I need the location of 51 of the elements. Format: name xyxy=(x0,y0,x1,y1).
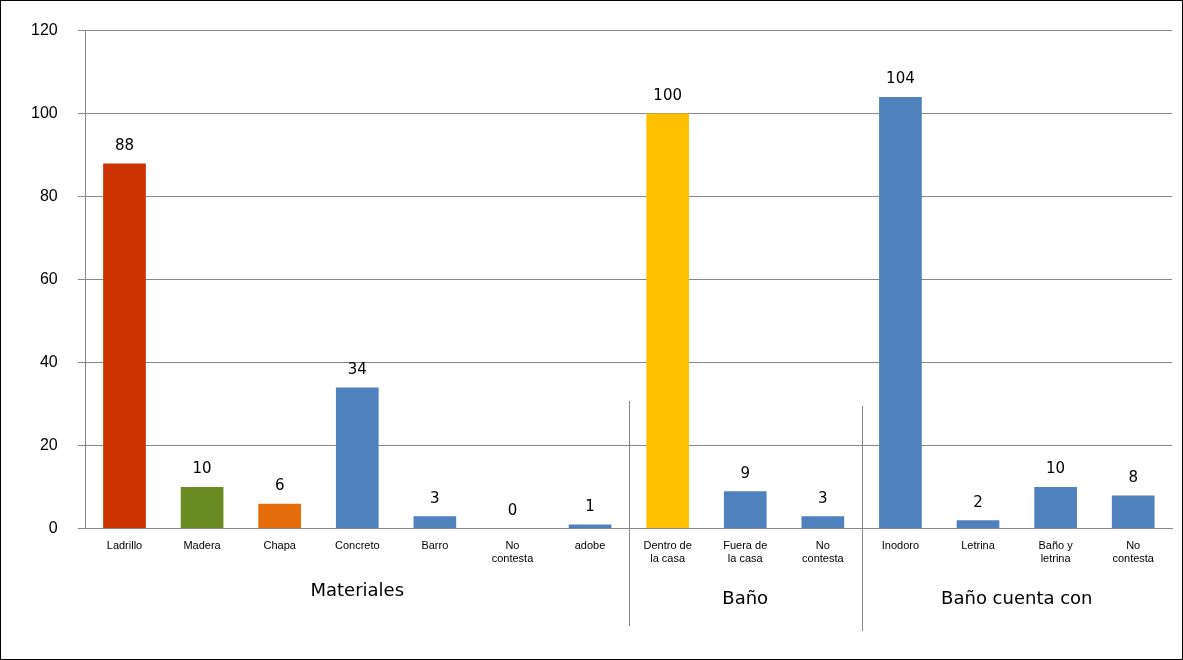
bar xyxy=(801,516,845,529)
y-tick-label: 80 xyxy=(39,187,58,205)
data-label: 10 xyxy=(1046,459,1066,478)
x-tick-label: Ladrillo xyxy=(106,539,143,552)
data-label: 1 xyxy=(585,496,595,515)
x-tick-label: No contesta xyxy=(802,539,845,565)
x-tick-label: Fuera de la casa xyxy=(723,539,768,565)
data-label: 3 xyxy=(430,488,440,507)
text: Baño cuenta con xyxy=(941,586,1093,608)
x-tick-label: Concreto xyxy=(334,539,380,552)
bar xyxy=(568,524,612,529)
y-tick-label: 60 xyxy=(39,270,58,288)
data-label: 10 xyxy=(192,459,212,478)
y-tick-label: 40 xyxy=(39,353,58,371)
bar xyxy=(413,516,457,529)
x-tick-label: Madera xyxy=(183,539,222,552)
data-label: 6 xyxy=(274,476,285,495)
data-label: 88 xyxy=(114,135,135,154)
x-tick-label: Letrina xyxy=(961,539,996,552)
bar xyxy=(723,491,767,529)
bar xyxy=(335,387,379,529)
data-label: 2 xyxy=(973,492,983,511)
x-tick-label: Inodoro xyxy=(881,539,920,552)
y-tick-label: 100 xyxy=(30,104,58,122)
bar xyxy=(879,97,922,529)
data-label: 8 xyxy=(1128,467,1138,486)
data-label: 100 xyxy=(653,85,682,104)
bar xyxy=(646,113,689,529)
data-label: 3 xyxy=(818,488,828,507)
x-tick-label: Baño y letrina xyxy=(1038,539,1074,565)
bar xyxy=(956,520,1000,529)
bar xyxy=(258,503,302,529)
x-tick-label: Barro xyxy=(421,539,449,552)
x-tick-label: adobe xyxy=(574,539,606,552)
text: Materiales xyxy=(310,578,405,600)
y-tick-label: 20 xyxy=(39,436,58,454)
data-label: 34 xyxy=(347,359,367,378)
bar xyxy=(103,163,146,529)
data-label: 9 xyxy=(740,463,751,482)
x-tick-label: No contesta xyxy=(1112,539,1155,565)
data-label: 0 xyxy=(507,500,518,519)
bar xyxy=(180,487,224,529)
y-tick-label: 120 xyxy=(30,21,58,39)
y-tick-label: 0 xyxy=(48,519,58,537)
x-tick-label: No contesta xyxy=(491,539,535,565)
bar xyxy=(1111,495,1155,529)
x-tick-label: Dentro de la casa xyxy=(643,539,692,565)
text: Baño xyxy=(722,586,769,608)
bar xyxy=(1034,487,1077,529)
data-label: 104 xyxy=(886,69,915,88)
x-tick-label: Chapa xyxy=(263,539,297,552)
